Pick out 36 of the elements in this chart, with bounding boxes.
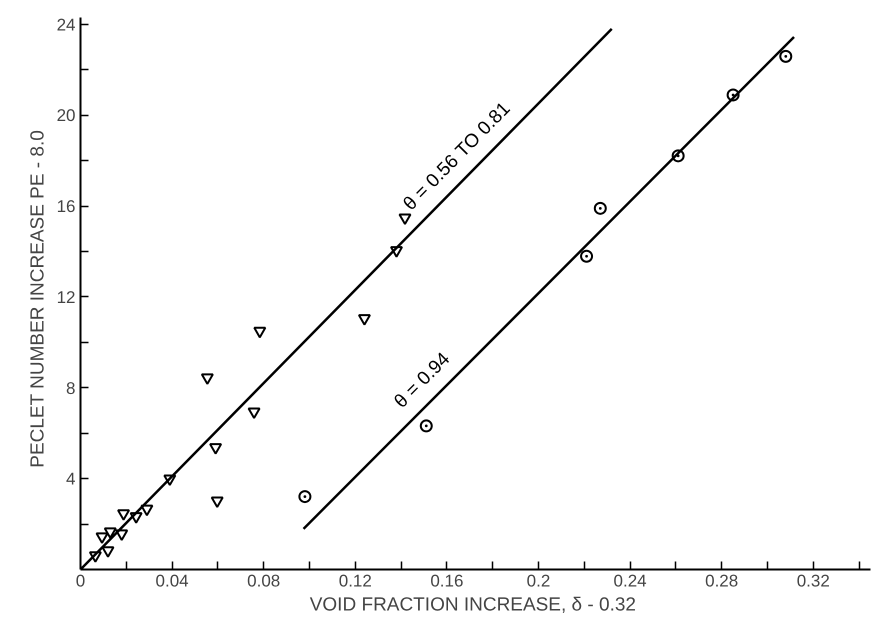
point: [200, 373, 214, 385]
x-tick-label: 0.28: [705, 572, 738, 590]
x-tick-label: 0.32: [796, 572, 830, 590]
x-tick-label: 0.04: [156, 572, 189, 590]
point: [209, 443, 222, 455]
point: [117, 509, 130, 521]
y-tick-label: 12: [56, 288, 76, 307]
x-tick-label: 0.12: [338, 572, 372, 590]
y-tick-label: 24: [56, 15, 76, 34]
x-tick-label: 0.24: [614, 572, 647, 590]
point: [140, 504, 154, 516]
point: [580, 250, 594, 263]
point: [101, 546, 114, 558]
x-axis-title: VOID FRACTION INCREASE, δ - 0.32: [310, 594, 636, 616]
point: [96, 532, 109, 544]
y-tick-label: 20: [56, 106, 76, 126]
point: [779, 50, 792, 63]
y-tick-label: 16: [56, 197, 76, 216]
x-tick-label: 0.08: [247, 572, 280, 590]
x-tick-label: 0.16: [430, 572, 464, 590]
y-tick-label: 4: [66, 470, 76, 489]
point: [420, 419, 433, 432]
point: [594, 202, 607, 215]
point: [248, 407, 261, 419]
y-axis-title: PECLET NUMBER INCREASE PE - 8.0: [28, 130, 49, 468]
annotation: θ = 0.56 TO 0.81: [400, 98, 515, 215]
point: [298, 490, 312, 504]
point: [210, 496, 224, 508]
x-tick-label: 0.2: [526, 572, 550, 590]
point: [104, 527, 117, 539]
x-tick-label: 0: [76, 572, 86, 590]
y-tick-label: 8: [66, 378, 76, 398]
point: [358, 314, 371, 326]
point: [253, 326, 266, 338]
point: [398, 213, 412, 225]
annotation: θ = 0.94: [390, 348, 455, 413]
